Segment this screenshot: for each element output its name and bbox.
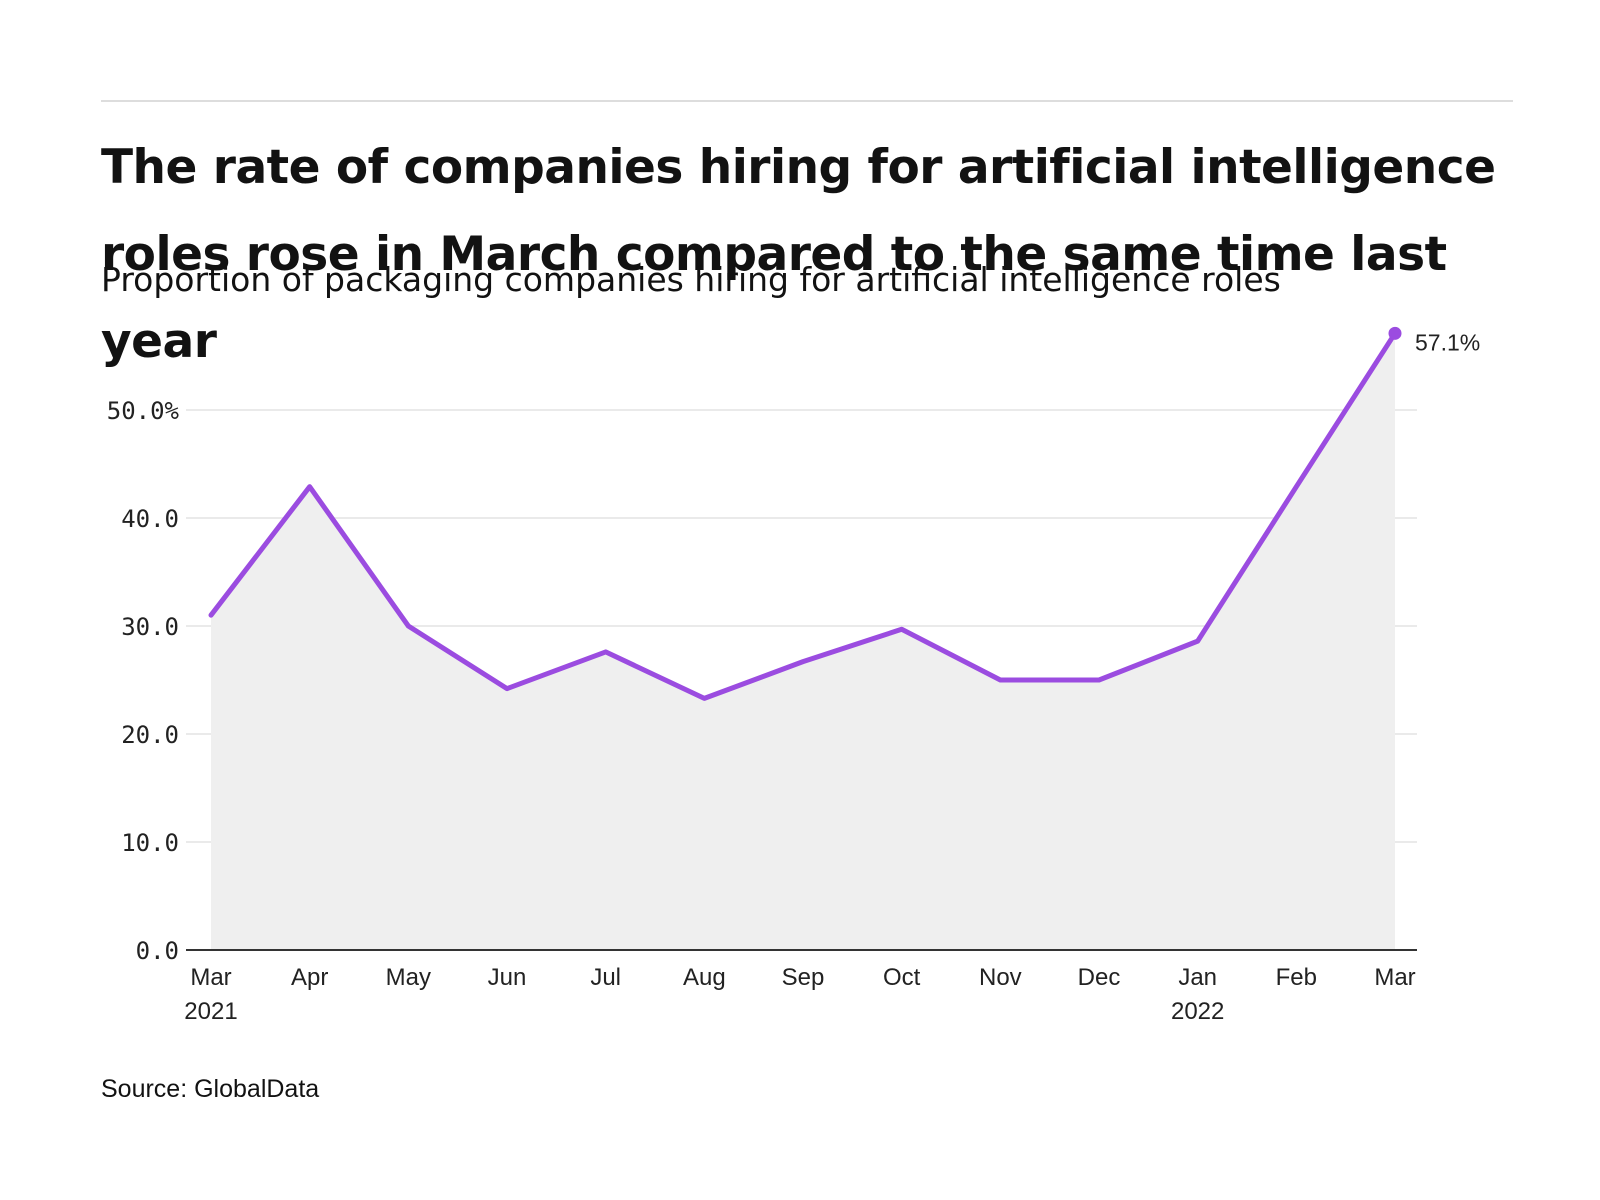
y-tick-label: 20.0 [121,721,179,749]
chart-subtitle: Proportion of packaging companies hiring… [101,260,1281,299]
x-tick-label: Dec [1078,964,1121,991]
x-tick-label: Feb [1276,964,1317,991]
top-divider [101,100,1513,102]
x-tick-label: Mar [190,964,231,991]
y-tick-label: 40.0 [121,505,179,533]
x-year-label: 2022 [1171,998,1224,1025]
source-note: Source: GlobalData [101,1075,320,1103]
x-tick-label: Apr [291,964,328,991]
end-value-label: 57.1% [1415,329,1480,355]
y-tick-label: 30.0 [121,613,179,641]
series-line [208,330,1398,701]
x-axis-tick-labels: Mar 2021 Apr May Jun Jul Aug Sep Oct Nov Dec Jan 202… [184,964,1415,1025]
area-fill-layer [211,333,1395,950]
y-axis-tick-labels: 0.0 10.0 20.0 30.0 40.0 50.0% [107,397,180,965]
y-tick-label: 0.0 [136,937,179,965]
y-tick-label: 50.0% [107,397,180,425]
x-tick-label: Aug [683,964,726,991]
x-tick-label: Sep [782,964,825,991]
x-tick-label: Oct [883,964,921,991]
x-tick-label: Mar [1374,964,1415,991]
end-point-marker [1388,326,1402,340]
x-tick-label: Nov [979,964,1022,991]
x-tick-label: Jul [590,964,621,991]
x-tick-label: Jun [488,964,527,991]
y-tick-label: 10.0 [121,829,179,857]
x-tick-label: May [386,964,431,991]
series-line-layer [208,330,1398,701]
area-fill [211,333,1395,950]
x-year-label: 2021 [184,998,237,1025]
x-tick-label: Jan [1178,964,1217,991]
annotations: 57.1% [1388,326,1480,355]
chart-title: The rate of companies hiring for artific… [101,140,1496,369]
